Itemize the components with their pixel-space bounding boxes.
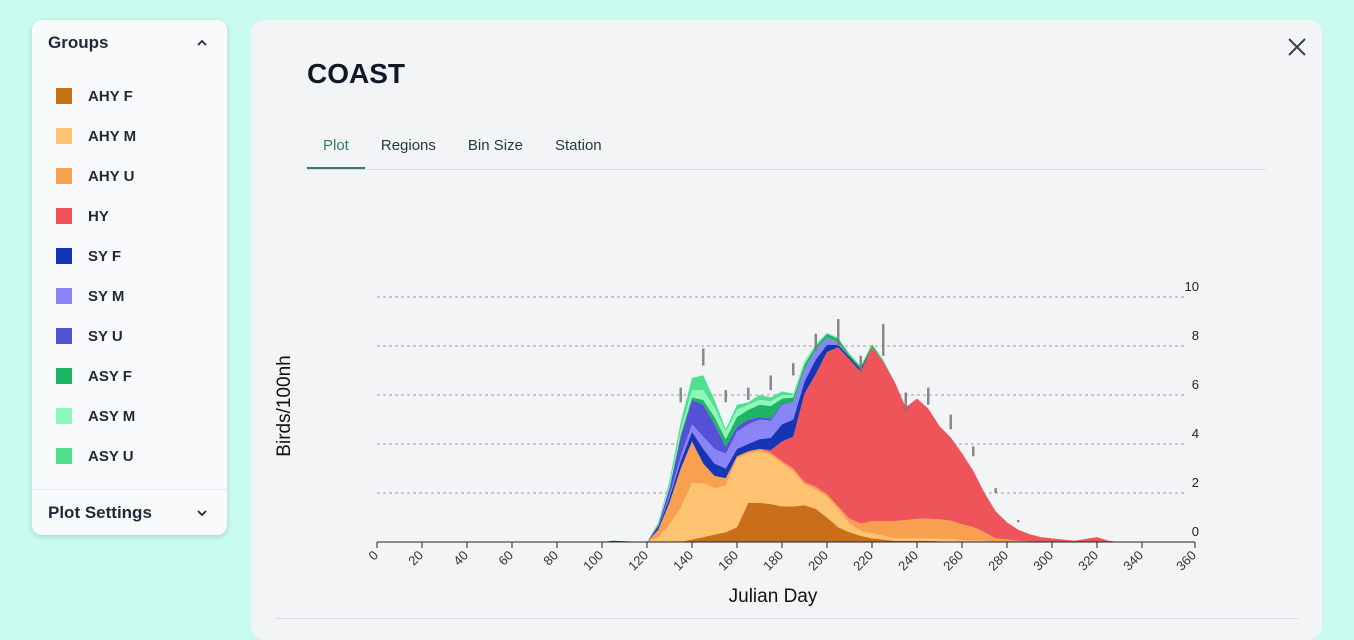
x-tick-label: 220	[850, 548, 876, 574]
group-item-asy-f[interactable]: ASY F	[32, 356, 227, 396]
groups-title: Groups	[48, 33, 109, 52]
x-tick-label: 300	[1030, 548, 1056, 574]
group-label: ASY M	[88, 407, 136, 425]
group-swatch	[56, 208, 72, 224]
group-swatch	[56, 168, 72, 184]
group-label: AHY U	[88, 167, 135, 185]
x-tick-label: 260	[940, 548, 966, 574]
group-item-asy-u[interactable]: ASY U	[32, 436, 227, 476]
group-label: AHY F	[88, 87, 133, 105]
x-tick-label: 360	[1173, 548, 1199, 574]
x-tick-label: 160	[715, 548, 741, 574]
x-tick-label: 320	[1075, 548, 1101, 574]
area-series-ahy-f	[377, 502, 1187, 542]
group-item-sy-f[interactable]: SY F	[32, 236, 227, 276]
group-swatch	[56, 128, 72, 144]
page-title: COAST	[307, 58, 405, 89]
tab-regions[interactable]: Regions	[380, 137, 436, 154]
x-axis-label: Julian Day	[729, 586, 818, 607]
group-list: AHY F AHY M AHY U HY SY F SY M SY U ASY F ASY M A…	[32, 66, 227, 476]
x-tick-label: 100	[580, 548, 606, 574]
group-item-sy-u[interactable]: SY U	[32, 316, 227, 356]
group-item-sy-m[interactable]: SY M	[32, 276, 227, 316]
chevron-down-icon	[197, 509, 207, 516]
y-tick-label: 6	[1192, 377, 1199, 392]
group-swatch	[56, 328, 72, 344]
plot-settings-label: Plot Settings	[48, 502, 152, 522]
x-tick-label: 120	[625, 548, 651, 574]
tab-bin-size[interactable]: Bin Size	[467, 137, 523, 154]
group-label: ASY U	[88, 447, 134, 465]
group-swatch	[56, 448, 72, 464]
group-label: AHY M	[88, 127, 137, 145]
area-series-ahy-m	[377, 451, 1187, 542]
x-tick-label: 80	[540, 548, 561, 569]
y-tick-label: 4	[1192, 426, 1199, 441]
group-label: ASY F	[88, 367, 132, 385]
group-swatch	[56, 408, 72, 424]
area-series-hy	[377, 347, 1187, 542]
chevron-up-icon	[197, 39, 207, 46]
group-item-asy-m[interactable]: ASY M	[32, 396, 227, 436]
y-tick-label: 0	[1192, 524, 1199, 539]
stacked-area-chart: 0 20 40 60 80 100 120 140 160 180 200 220 240 260 280 3…	[274, 279, 1199, 607]
group-swatch	[56, 368, 72, 384]
group-label: HY	[88, 207, 109, 225]
x-tick-label: 240	[895, 548, 921, 574]
tab-plot[interactable]: Plot	[307, 127, 365, 169]
x-tick-label: 40	[450, 548, 471, 569]
group-item-ahy-m[interactable]: AHY M	[32, 116, 227, 156]
x-tick-label: 20	[405, 548, 426, 569]
group-label: SY M	[88, 287, 125, 305]
y-tick-label: 10	[1185, 279, 1199, 294]
x-tick-label: 200	[805, 548, 831, 574]
tab-station[interactable]: Station	[554, 137, 602, 154]
group-item-hy[interactable]: HY	[32, 196, 227, 236]
group-swatch	[56, 88, 72, 104]
group-item-ahy-u[interactable]: AHY U	[32, 156, 227, 196]
group-item-ahy-f[interactable]: AHY F	[32, 76, 227, 116]
x-tick-label: 60	[495, 548, 516, 569]
x-tick-label: 340	[1120, 548, 1146, 574]
group-swatch	[56, 248, 72, 264]
sidebar: Groups AHY F AHY M AHY U HY SY F SY M SY U ASY …	[32, 20, 227, 535]
group-label: SY U	[88, 327, 123, 345]
area-series-ahy-u	[377, 441, 1187, 542]
x-tick-label: 0	[365, 548, 381, 564]
panel-divider	[275, 618, 1298, 619]
y-axis-label: Birds/100nh	[274, 355, 295, 456]
plot-settings-header[interactable]: Plot Settings	[32, 490, 227, 535]
groups-header[interactable]: Groups	[32, 20, 227, 66]
group-label: SY F	[88, 247, 122, 265]
close-icon[interactable]	[1286, 36, 1308, 58]
sidebar-divider	[32, 489, 227, 490]
tab-bar: Plot Regions Bin Size Station	[307, 127, 1266, 170]
x-tick-label: 140	[670, 548, 696, 574]
y-tick-label: 8	[1192, 328, 1199, 343]
group-swatch	[56, 288, 72, 304]
y-tick-label: 2	[1192, 475, 1199, 490]
x-tick-label: 180	[760, 548, 786, 574]
x-tick-label: 280	[985, 548, 1011, 574]
